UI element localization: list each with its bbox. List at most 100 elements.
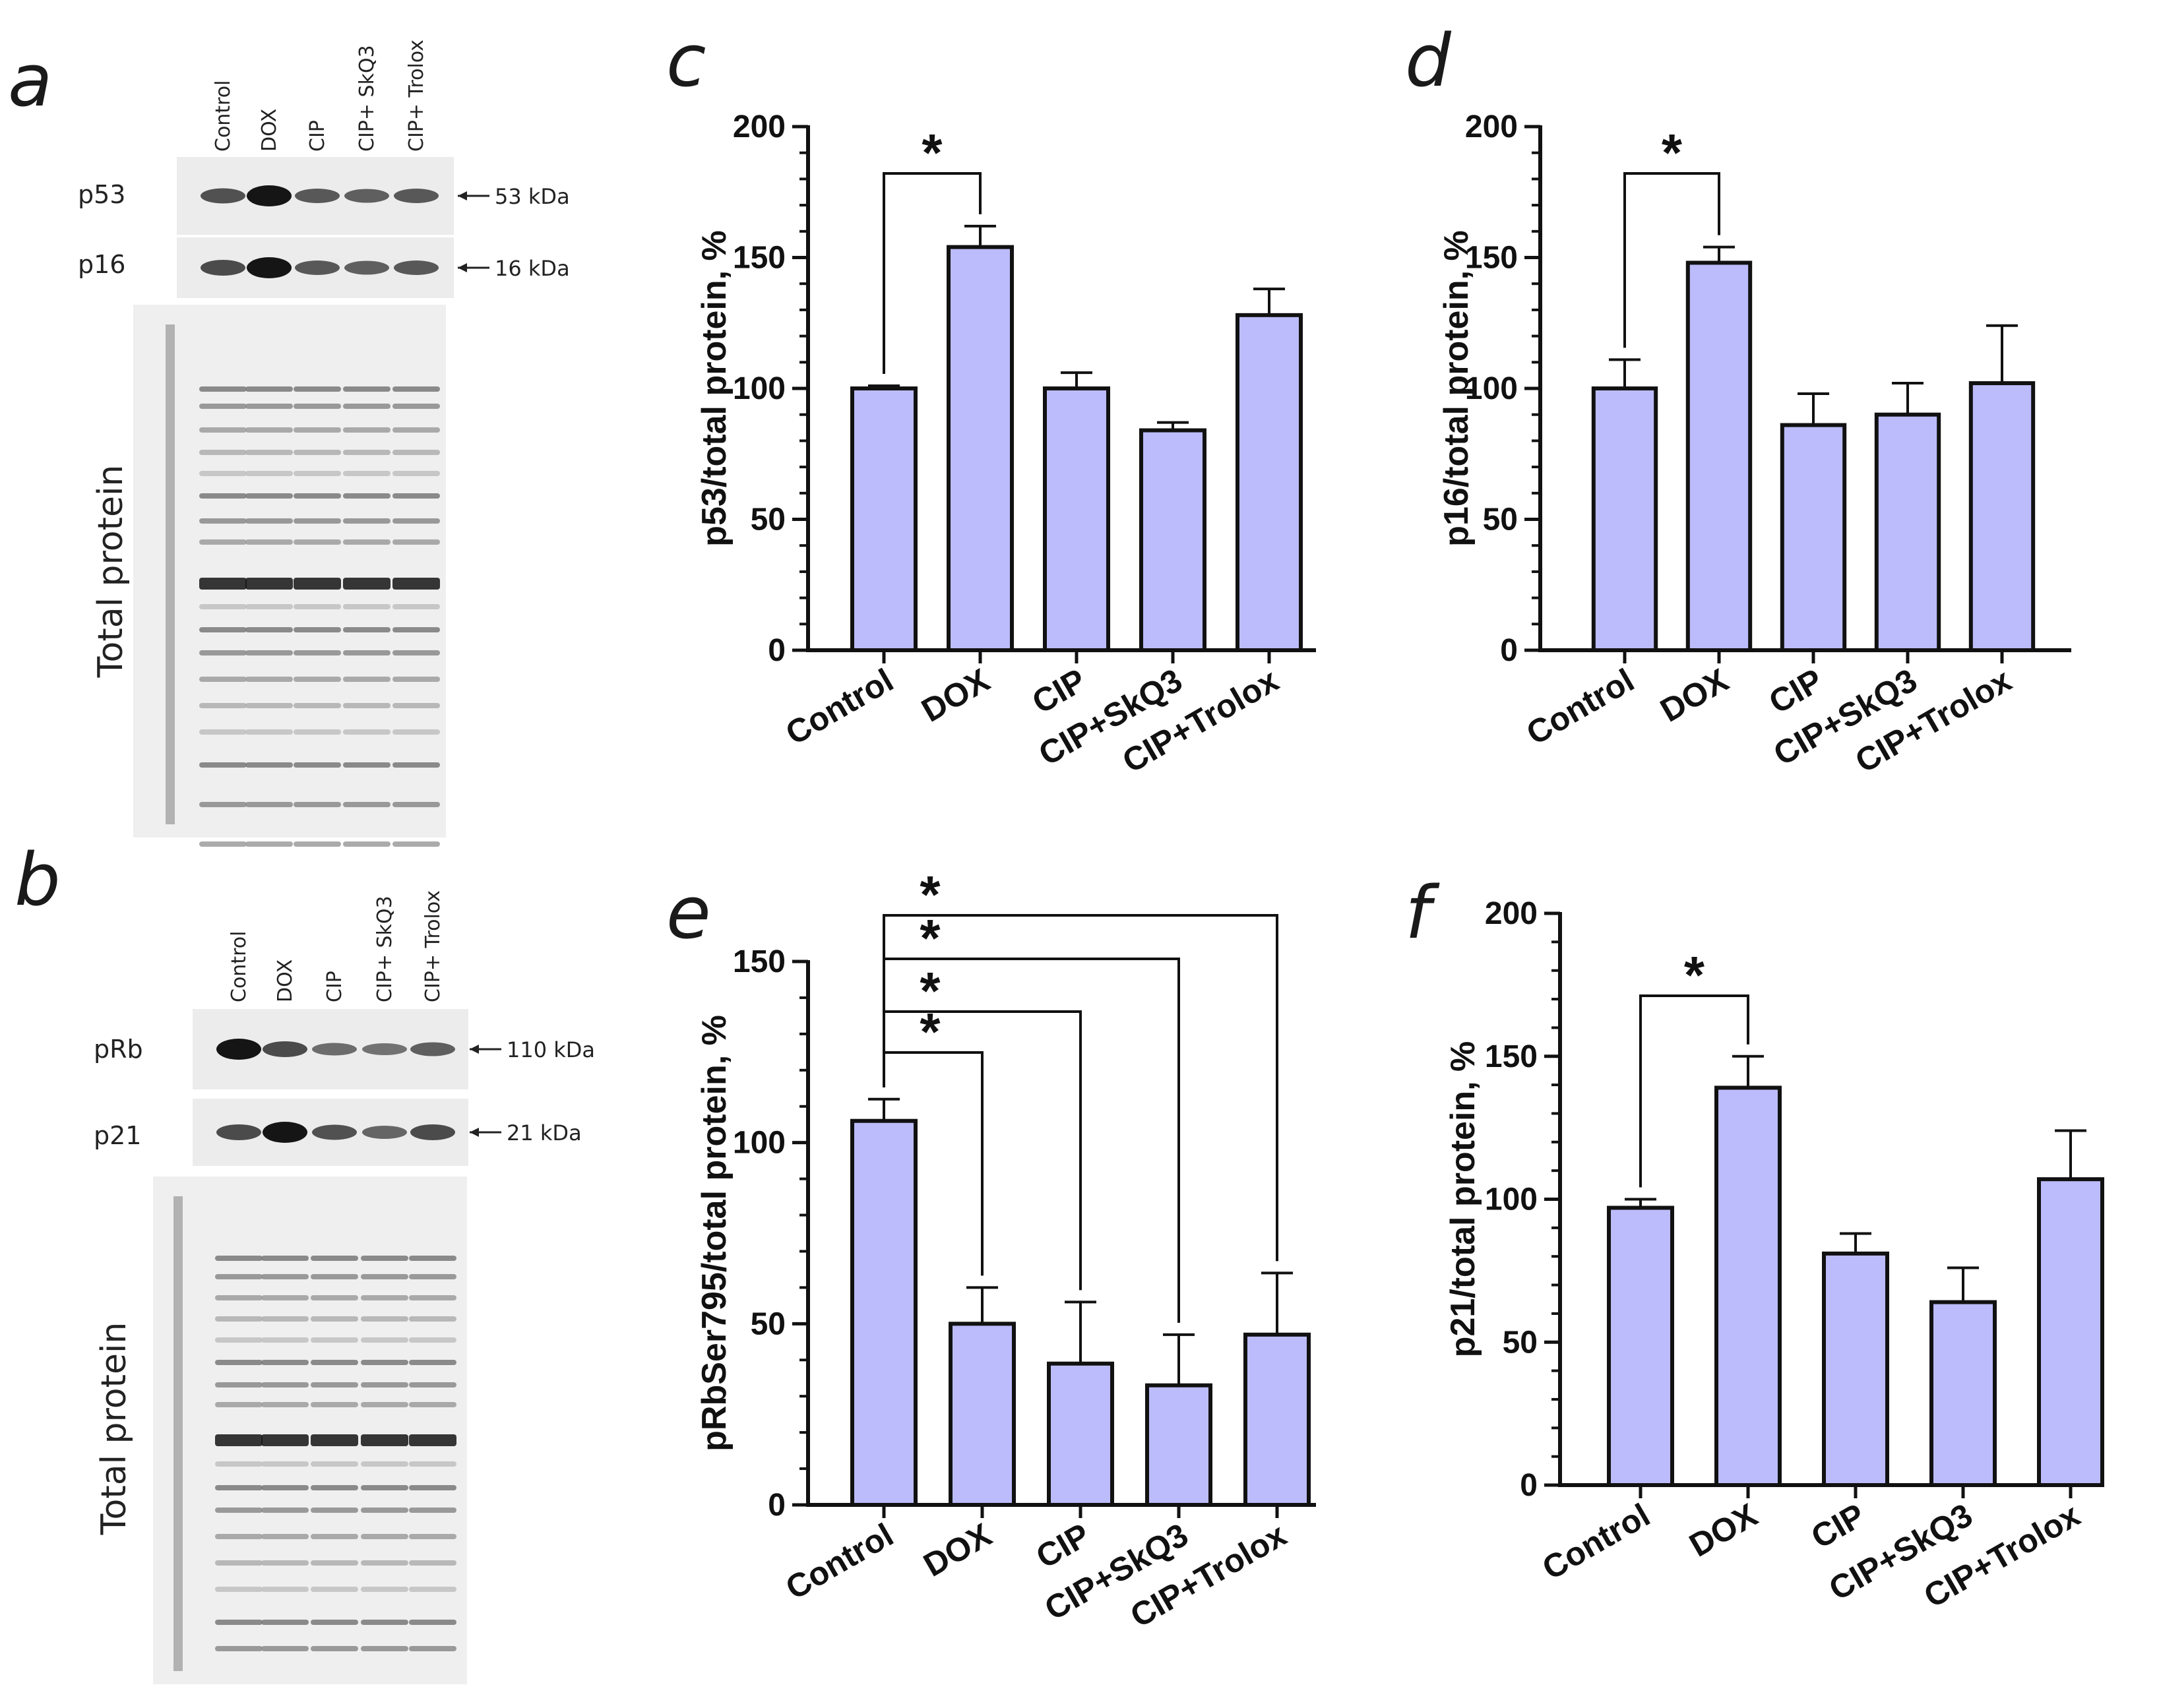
bar-cip-skq3 xyxy=(1874,412,1941,652)
bar-cip xyxy=(1047,1361,1114,1508)
gel-band xyxy=(409,1434,456,1446)
gel-band xyxy=(294,471,341,476)
gel-band xyxy=(392,729,440,735)
gel-band xyxy=(392,677,440,682)
gel-band xyxy=(361,1485,408,1490)
gel-band xyxy=(215,1295,263,1300)
gel-band xyxy=(215,1620,263,1625)
lane-label: CIP xyxy=(306,120,329,152)
gel-band xyxy=(294,578,341,590)
protein-label: pRb xyxy=(94,1035,143,1064)
gel-band xyxy=(343,578,391,590)
gel-band xyxy=(392,427,440,433)
protein-band xyxy=(247,257,292,278)
gel-band xyxy=(409,1360,456,1365)
gel-band xyxy=(245,677,293,682)
gel-band xyxy=(409,1337,456,1343)
gel-band xyxy=(311,1508,358,1513)
gel-band xyxy=(409,1508,456,1513)
bar-control xyxy=(1607,1205,1674,1487)
gel-band xyxy=(199,404,247,409)
protein-label: p53 xyxy=(78,180,125,209)
gel-band xyxy=(215,1560,263,1566)
gel-band xyxy=(311,1274,358,1279)
significance-star: * xyxy=(920,865,941,924)
bar-cip-skq3 xyxy=(1139,428,1206,653)
gel-band xyxy=(261,1360,309,1365)
gel-band xyxy=(199,703,247,708)
gel-band xyxy=(245,404,293,409)
y-tick-label: 100 xyxy=(1485,1182,1538,1217)
gel-band xyxy=(392,802,440,807)
gel-band xyxy=(343,450,391,455)
gel-band xyxy=(361,1461,408,1467)
protein-band xyxy=(410,1042,455,1056)
gel-band xyxy=(343,386,391,392)
gel-band xyxy=(294,427,341,433)
gel-band xyxy=(261,1434,309,1446)
gel-band xyxy=(392,493,440,499)
gel-band xyxy=(311,1402,358,1407)
chart-f: f 0 50 100 150 200 p21/total protein, % Control… xyxy=(1405,870,2104,1615)
gel-band xyxy=(392,539,440,545)
x-tick-label: Control xyxy=(1536,1496,1656,1587)
gel-band xyxy=(294,841,341,847)
gel-band xyxy=(361,1316,408,1322)
bar-dox xyxy=(947,245,1014,652)
chart-e: e 0 50 100 150 pRbSer795/total protein, % Cont… xyxy=(666,865,1316,1635)
kda-label: 21 kDa xyxy=(507,1120,582,1145)
gel-band xyxy=(199,604,247,609)
significance-star: * xyxy=(1662,123,1683,182)
gel-band xyxy=(343,841,391,847)
gel-band xyxy=(311,1534,358,1539)
gel-band xyxy=(361,1587,408,1592)
gel-band xyxy=(409,1382,456,1388)
protein-band xyxy=(394,189,439,203)
y-tick-label: 150 xyxy=(733,944,786,979)
protein-band xyxy=(295,260,340,275)
gel-band xyxy=(261,1295,309,1300)
gel-band xyxy=(261,1256,309,1261)
gel-band xyxy=(361,1620,408,1625)
gel-band xyxy=(215,1274,263,1279)
protein-band xyxy=(201,188,245,204)
gel-band xyxy=(199,677,247,682)
panel-label-b: b xyxy=(15,838,61,922)
panel-label-a: a xyxy=(8,38,52,123)
gel-band xyxy=(311,1382,358,1388)
gel-band xyxy=(409,1316,456,1322)
lane-label: CIP xyxy=(323,971,346,1002)
gel-band xyxy=(361,1402,408,1407)
gel-band xyxy=(361,1508,408,1513)
bar-cip-trolox xyxy=(2037,1177,2104,1488)
gel-band xyxy=(199,627,247,632)
panel-label-c: c xyxy=(666,18,706,103)
x-tick-label: CIP xyxy=(1030,1516,1096,1575)
y-tick-label: 100 xyxy=(733,371,786,406)
gel-band xyxy=(294,677,341,682)
gel-band xyxy=(311,1461,358,1467)
gel-band xyxy=(361,1337,408,1343)
y-tick-label: 200 xyxy=(1485,896,1538,931)
significance-bracket xyxy=(1623,172,1720,348)
gel-band xyxy=(199,471,247,476)
arrow-head xyxy=(470,1128,479,1137)
gel-band xyxy=(215,1402,263,1407)
gel-band xyxy=(261,1274,309,1279)
gel-band xyxy=(361,1274,408,1279)
gel-band xyxy=(261,1646,309,1651)
y-tick-label: 50 xyxy=(1483,503,1518,537)
gel-band xyxy=(311,1295,358,1300)
bar-cip xyxy=(1043,386,1110,652)
protein-band xyxy=(263,1122,307,1143)
total-protein-label: Total protein xyxy=(91,465,131,679)
panel-label-e: e xyxy=(666,870,711,955)
protein-band xyxy=(312,1043,357,1056)
gel-band xyxy=(245,604,293,609)
gel-band xyxy=(261,1587,309,1592)
gel-band xyxy=(343,650,391,656)
gel-band xyxy=(361,1295,408,1300)
y-tick-label: 50 xyxy=(1503,1325,1538,1360)
y-tick-label: 150 xyxy=(1485,1039,1538,1074)
